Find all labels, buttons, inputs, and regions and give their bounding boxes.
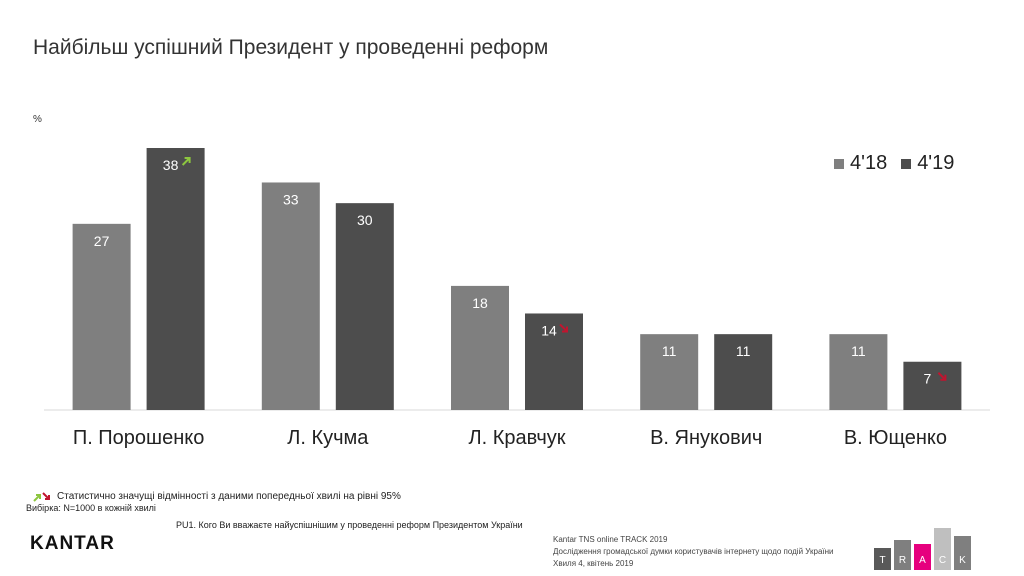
source-line-3: Хвиля 4, квітень 2019 [553, 559, 634, 568]
data-label: 7 [924, 371, 932, 387]
data-label: 27 [94, 233, 110, 249]
bar-chart: 27 38 П. Порошенко 33 30 Л. Кучма 18 14 Л. Кравч… [44, 148, 990, 449]
data-label: 14 [541, 322, 557, 338]
bar-4-19-2 [525, 313, 583, 410]
legend: 4'18 4'19 [834, 152, 954, 175]
sample-size: Вибірка: N=1000 в кожній хвилі [26, 503, 156, 513]
bar-4-19-1 [335, 203, 394, 410]
data-label: 11 [736, 343, 751, 359]
unit-label: % [33, 114, 42, 125]
bar-4-18-1 [261, 182, 320, 410]
footnote-text: Статистично значущі відмінності з даними… [57, 491, 401, 502]
source-info: Kantar TNS online TRACK 2019 Дослідження… [553, 534, 834, 570]
legend-item-4-18: 4'18 [834, 152, 887, 175]
data-label: 38 [163, 157, 179, 173]
kantar-logo: KANTAR [30, 533, 115, 554]
data-label: 33 [283, 191, 299, 207]
data-label: 11 [662, 343, 677, 359]
category-label: В. Ющенко [844, 427, 947, 449]
category-label: П. Порошенко [73, 427, 205, 449]
source-line-2: Дослідження громадської думки користувач… [553, 547, 834, 556]
track-block-a: A [914, 544, 931, 570]
data-label: 18 [472, 295, 488, 311]
category-label: Л. Кравчук [468, 427, 565, 449]
bar-4-18-2 [451, 285, 509, 410]
track-block-r: R [894, 540, 911, 570]
bar-4-18-0 [72, 223, 131, 410]
category-label: В. Янукович [650, 427, 762, 449]
bar-4-19-4 [903, 361, 962, 410]
legend-label-4-18: 4'18 [850, 152, 888, 174]
track-logo: T R A C K [874, 526, 974, 570]
bar-4-18-4 [829, 334, 888, 410]
significance-footnote: Статистично значущі відмінності з даними… [33, 491, 401, 502]
track-block-k: K [954, 536, 971, 570]
legend-label-4-19: 4'19 [917, 152, 955, 174]
question-text: PU1. Кого Ви вважаєте найуспішнішим у пр… [176, 520, 523, 530]
track-block-c: C [934, 528, 951, 570]
legend-swatch-4-18 [834, 158, 844, 169]
data-label: 11 [851, 343, 866, 359]
bar-4-19-0 [146, 148, 205, 410]
bar-4-18-3 [640, 334, 699, 410]
up-arrow-icon [181, 157, 191, 166]
chart-title: Найбільш успішний Президент у проведенні… [33, 36, 549, 59]
legend-item-4-19: 4'19 [901, 152, 954, 175]
category-label: Л. Кучма [287, 427, 369, 449]
bar-4-19-3 [714, 334, 773, 410]
legend-swatch-4-19 [901, 158, 912, 169]
track-block-t: T [874, 548, 891, 570]
data-label: 30 [357, 212, 373, 228]
source-line-1: Kantar TNS online TRACK 2019 [553, 535, 668, 544]
down-arrow-icon [559, 323, 568, 333]
down-arrow-icon [937, 372, 947, 381]
significance-arrows-icon [33, 491, 50, 502]
